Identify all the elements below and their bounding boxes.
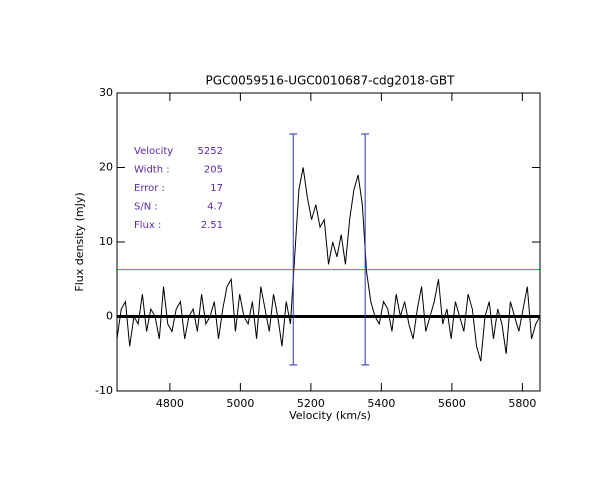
y-tick-label: 0 — [106, 310, 113, 323]
stat-value: 205 — [204, 165, 223, 176]
stat-value: 17 — [210, 183, 223, 194]
y-tick-label: 10 — [99, 235, 113, 248]
stat-label: Error : — [134, 183, 165, 194]
stat-label: Flux : — [134, 220, 161, 231]
stat-label: Velocity — [134, 146, 173, 157]
y-axis-label: Flux density (mJy) — [73, 192, 86, 291]
x-tick-label: 5800 — [508, 397, 536, 410]
stat-value: 4.7 — [207, 202, 223, 213]
x-tick-label: 4800 — [156, 397, 184, 410]
x-tick-label: 5000 — [226, 397, 254, 410]
chart-title: PGC0059516-UGC0010687-cdg2018-GBT — [206, 74, 456, 88]
stat-value: 2.51 — [201, 220, 223, 231]
y-tick-label: -10 — [95, 384, 113, 397]
spectrum-line — [116, 167, 541, 362]
stat-label: Width : — [134, 165, 170, 176]
stat-label: S/N : — [134, 202, 158, 213]
x-tick-label: 5400 — [367, 397, 395, 410]
y-tick-label: 20 — [99, 161, 113, 174]
stat-value: 5252 — [198, 146, 223, 157]
y-tick-label: 30 — [99, 86, 113, 99]
x-axis-label: Velocity (km/s) — [289, 409, 371, 422]
x-tick-label: 5200 — [297, 397, 325, 410]
x-tick-label: 5600 — [438, 397, 466, 410]
